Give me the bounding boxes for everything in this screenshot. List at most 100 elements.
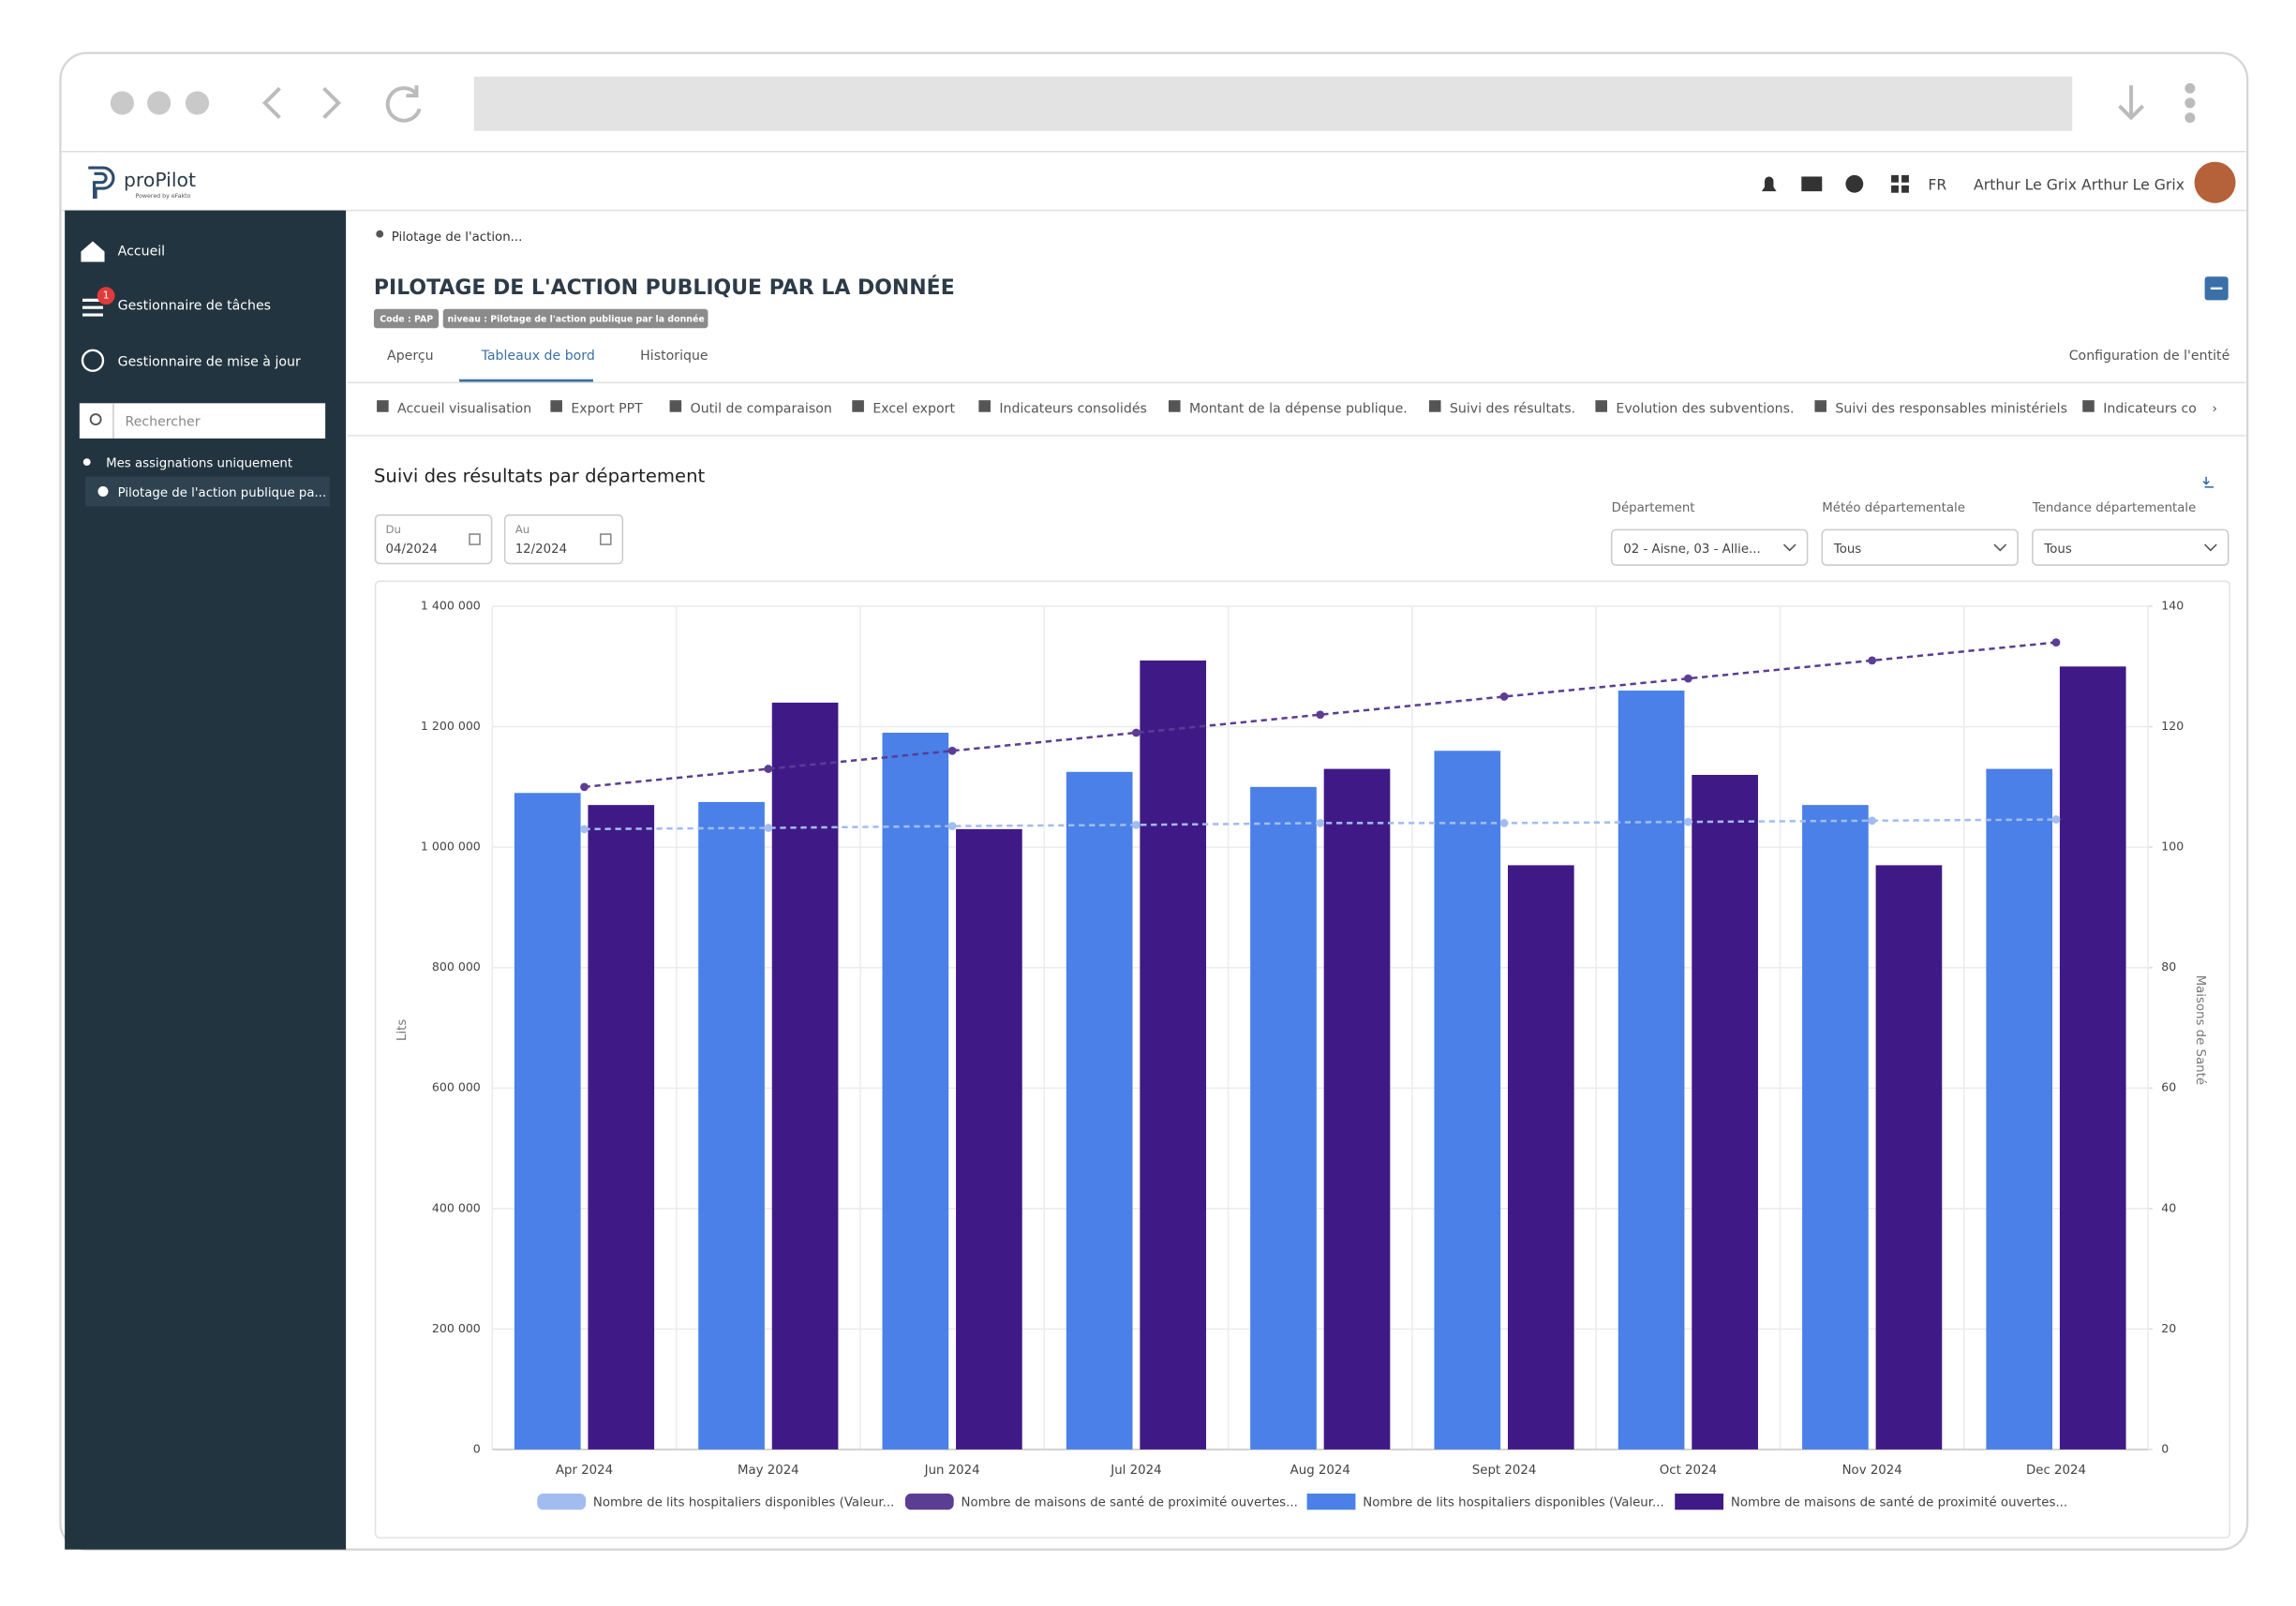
bullet <box>97 486 109 498</box>
bar <box>2059 666 2126 1450</box>
subtabs: Accueil visualisation Export PPT Outil de … <box>377 400 2197 417</box>
subtab-icon <box>2082 400 2095 412</box>
subtab[interactable]: Excel export <box>872 402 955 417</box>
y2-tick-label: 40 <box>2161 1200 2176 1214</box>
bar <box>1875 865 1943 1450</box>
chevron <box>2204 543 2217 552</box>
legend-swatch[interactable] <box>1306 1494 1356 1510</box>
search-box[interactable] <box>79 403 326 439</box>
bar <box>771 702 839 1450</box>
tab-active[interactable]: Tableaux de bord <box>481 349 595 364</box>
point <box>580 782 589 792</box>
bar <box>1802 805 1869 1450</box>
tag-text: niveau : Pilotage de l'action publique p… <box>447 314 704 324</box>
point <box>764 765 773 773</box>
subtab[interactable]: Export PPT <box>571 402 643 417</box>
legend-label[interactable]: Nombre de maisons de santé de proximité … <box>962 1494 1298 1509</box>
date-from[interactable] <box>374 513 493 565</box>
bar <box>1066 771 1133 1450</box>
legend-swatch[interactable] <box>904 1494 954 1510</box>
apps <box>1901 185 1909 193</box>
config-link[interactable]: Configuration de l'entité <box>2069 349 2230 364</box>
point <box>1316 819 1325 827</box>
bar <box>1434 751 1501 1450</box>
settings[interactable] <box>1845 174 1864 193</box>
download-chart[interactable] <box>2202 476 2214 488</box>
subtab[interactable]: Indicateurs consolidés <box>999 402 1147 417</box>
y-tick-label: 1 200 000 <box>421 719 481 733</box>
subtab[interactable]: Accueil visualisation <box>397 402 531 417</box>
filter-label: Météo départementale <box>1822 500 1965 515</box>
point <box>1683 817 1692 826</box>
dropdown-value: Tous <box>2043 543 2071 557</box>
dropdown[interactable] <box>1610 528 1809 566</box>
address-bar[interactable] <box>473 76 2073 131</box>
bar <box>588 805 655 1450</box>
logo[interactable]: proPilot <box>124 169 196 191</box>
nav-item[interactable]: Gestionnaire de mise à jour <box>118 354 301 369</box>
breadcrumb[interactable]: Pilotage de l'action... <box>392 230 523 245</box>
date-value: 04/2024 <box>386 543 438 557</box>
user-name[interactable]: Arthur Le Grix Arthur Le Grix <box>1974 175 2184 193</box>
legend-swatch[interactable] <box>1675 1494 1724 1510</box>
date-to[interactable] <box>503 513 624 565</box>
point <box>1499 819 1509 827</box>
tag <box>442 308 708 329</box>
y-tick-label: 600 000 <box>432 1080 481 1094</box>
point <box>1868 656 1877 665</box>
legend-label[interactable]: Nombre de maisons de santé de proximité … <box>1731 1494 2067 1509</box>
filter[interactable]: Mes assignations uniquement <box>106 457 292 471</box>
subtab[interactable]: Outil de comparaison <box>691 402 832 417</box>
dropdown[interactable] <box>1821 528 2019 566</box>
x-tick-label: Nov 2024 <box>1842 1464 1902 1478</box>
dropdown-value: Tous <box>1833 543 1861 557</box>
y-tick-label: 800 000 <box>432 959 481 974</box>
subtab-icon <box>1814 400 1826 412</box>
x-tick-label: Apr 2024 <box>556 1464 613 1478</box>
download[interactable] <box>2118 85 2145 121</box>
date-label: Du <box>386 523 402 536</box>
bar <box>956 828 1022 1450</box>
reload[interactable] <box>385 85 422 123</box>
date-value: 12/2024 <box>515 543 567 557</box>
subtab-icon <box>1168 400 1181 412</box>
tab[interactable]: Historique <box>640 349 708 364</box>
update-icon <box>81 349 105 372</box>
powered: Powered by eFakto <box>136 193 191 200</box>
subtab-icon <box>550 400 562 412</box>
nav-item[interactable]: Accueil <box>118 245 165 260</box>
bell[interactable] <box>1761 176 1777 192</box>
window-dot <box>110 91 134 115</box>
window-dot <box>185 91 210 115</box>
nav-arrows[interactable] <box>261 86 342 120</box>
x-tick-label: Jun 2024 <box>924 1464 980 1478</box>
calendar-icon <box>469 533 481 545</box>
legend-label[interactable]: Nombre de lits hospitaliers disponibles … <box>593 1495 894 1509</box>
legend-swatch[interactable] <box>537 1494 587 1510</box>
point <box>580 825 589 834</box>
bar <box>1618 691 1685 1450</box>
x-tick-label: May 2024 <box>738 1464 799 1478</box>
page-title: PILOTAGE DE L'ACTION PUBLIQUE PAR LA DON… <box>374 275 955 300</box>
apps[interactable] <box>1891 174 1899 183</box>
menu[interactable] <box>2184 82 2196 94</box>
subtab[interactable]: Suivi des résultats. <box>1450 402 1575 417</box>
subtab[interactable]: Montant de la dépense publique. <box>1189 402 1408 417</box>
subtab[interactable]: Evolution des subventions. <box>1616 402 1794 417</box>
tab[interactable]: Aperçu <box>387 349 434 364</box>
legend-label[interactable]: Nombre de lits hospitaliers disponibles … <box>1363 1495 1663 1509</box>
subtab[interactable]: Indicateurs co <box>2103 402 2197 417</box>
language[interactable]: FR <box>1928 175 1946 193</box>
scroll-arrow[interactable]: › <box>2212 402 2217 417</box>
subtab[interactable]: Suivi des responsables ministériels <box>1835 402 2067 417</box>
mail[interactable] <box>1801 176 1823 192</box>
dropdown[interactable] <box>2032 528 2229 566</box>
y2-tick-label: 120 <box>2161 719 2184 733</box>
tree-row[interactable] <box>85 476 330 507</box>
nav-item[interactable]: Gestionnaire de tâches <box>118 299 271 314</box>
filter-label: Département <box>1612 500 1695 515</box>
tree-item[interactable]: Pilotage de l'action publique pa... <box>118 486 327 500</box>
avatar[interactable] <box>2194 161 2236 203</box>
point <box>1868 816 1877 825</box>
